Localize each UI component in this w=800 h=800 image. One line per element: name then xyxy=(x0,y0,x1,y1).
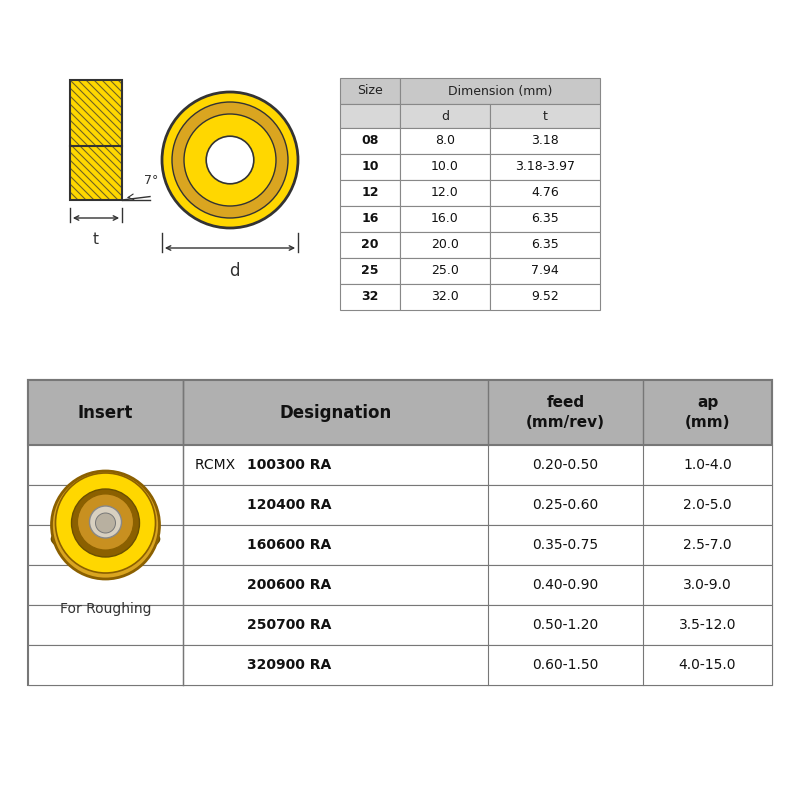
Text: 7°: 7° xyxy=(144,174,158,187)
Circle shape xyxy=(162,92,298,228)
Bar xyxy=(340,104,400,128)
Bar xyxy=(28,380,772,445)
Bar xyxy=(490,154,600,180)
Bar xyxy=(400,284,490,310)
Circle shape xyxy=(78,494,134,550)
Text: 0.40-0.90: 0.40-0.90 xyxy=(532,578,598,592)
Text: For Roughing: For Roughing xyxy=(60,602,151,616)
Bar xyxy=(490,104,600,128)
Circle shape xyxy=(90,506,122,538)
Text: Dimension (mm): Dimension (mm) xyxy=(448,85,552,98)
Text: 0.50-1.20: 0.50-1.20 xyxy=(532,618,598,632)
Text: 4.0-15.0: 4.0-15.0 xyxy=(678,658,736,672)
Text: 2.5-7.0: 2.5-7.0 xyxy=(683,538,732,552)
Bar xyxy=(490,128,600,154)
Circle shape xyxy=(206,136,254,184)
Text: 3.0-9.0: 3.0-9.0 xyxy=(683,578,732,592)
Text: 100300 RA: 100300 RA xyxy=(247,458,331,472)
Text: 4.76: 4.76 xyxy=(531,186,559,199)
Text: t: t xyxy=(93,232,99,247)
Bar xyxy=(340,258,400,284)
Bar xyxy=(340,206,400,232)
Text: d: d xyxy=(441,110,449,122)
Bar xyxy=(400,104,490,128)
Bar xyxy=(28,445,772,485)
Text: 7.94: 7.94 xyxy=(531,265,559,278)
Bar xyxy=(400,206,490,232)
Bar xyxy=(28,565,772,605)
Bar xyxy=(400,154,490,180)
Text: 3.5-12.0: 3.5-12.0 xyxy=(678,618,736,632)
Circle shape xyxy=(95,513,115,533)
Text: d: d xyxy=(229,262,239,280)
Text: 6.35: 6.35 xyxy=(531,213,559,226)
Circle shape xyxy=(55,473,155,573)
Text: 12.0: 12.0 xyxy=(431,186,459,199)
Text: 0.35-0.75: 0.35-0.75 xyxy=(533,538,598,552)
Text: 12: 12 xyxy=(362,186,378,199)
Text: 10: 10 xyxy=(362,161,378,174)
Text: 3.18: 3.18 xyxy=(531,134,559,147)
Text: ap
(mm): ap (mm) xyxy=(685,395,730,430)
Bar xyxy=(340,78,400,104)
Text: feed
(mm/rev): feed (mm/rev) xyxy=(526,395,605,430)
Bar xyxy=(340,128,400,154)
Text: RCMX: RCMX xyxy=(195,458,244,472)
Text: 0.60-1.50: 0.60-1.50 xyxy=(532,658,598,672)
Bar xyxy=(400,128,490,154)
Text: 32: 32 xyxy=(362,290,378,303)
Circle shape xyxy=(184,114,276,206)
Text: 0.20-0.50: 0.20-0.50 xyxy=(533,458,598,472)
Bar xyxy=(400,180,490,206)
Text: Insert: Insert xyxy=(78,403,133,422)
Text: 320900 RA: 320900 RA xyxy=(247,658,331,672)
Text: t: t xyxy=(542,110,547,122)
Bar xyxy=(70,80,122,200)
Text: 32.0: 32.0 xyxy=(431,290,459,303)
Bar xyxy=(490,284,600,310)
Text: 16: 16 xyxy=(362,213,378,226)
Text: 2.0-5.0: 2.0-5.0 xyxy=(683,498,732,512)
Text: 160600 RA: 160600 RA xyxy=(247,538,331,552)
Bar xyxy=(490,258,600,284)
Ellipse shape xyxy=(51,524,159,554)
Circle shape xyxy=(51,471,159,579)
Bar xyxy=(340,232,400,258)
Text: 08: 08 xyxy=(362,134,378,147)
Text: 8.0: 8.0 xyxy=(435,134,455,147)
Text: Size: Size xyxy=(357,85,383,98)
Text: 20: 20 xyxy=(362,238,378,251)
Bar xyxy=(400,232,490,258)
Bar xyxy=(28,605,772,645)
Bar xyxy=(340,180,400,206)
Bar xyxy=(490,180,600,206)
Text: 0.25-0.60: 0.25-0.60 xyxy=(532,498,598,512)
Circle shape xyxy=(172,102,288,218)
Circle shape xyxy=(71,489,139,557)
Text: 6.35: 6.35 xyxy=(531,238,559,251)
Text: Designation: Designation xyxy=(279,403,392,422)
Bar xyxy=(490,232,600,258)
Bar xyxy=(490,206,600,232)
Text: 9.52: 9.52 xyxy=(531,290,559,303)
Bar xyxy=(340,154,400,180)
Text: 200600 RA: 200600 RA xyxy=(247,578,331,592)
Text: 25: 25 xyxy=(362,265,378,278)
Bar xyxy=(400,258,490,284)
Bar xyxy=(28,485,772,525)
Bar xyxy=(400,78,600,104)
Text: 25.0: 25.0 xyxy=(431,265,459,278)
Text: 16.0: 16.0 xyxy=(431,213,459,226)
Text: 20.0: 20.0 xyxy=(431,238,459,251)
Bar xyxy=(28,645,772,685)
Text: 1.0-4.0: 1.0-4.0 xyxy=(683,458,732,472)
Bar xyxy=(340,284,400,310)
Text: 120400 RA: 120400 RA xyxy=(247,498,331,512)
Text: 250700 RA: 250700 RA xyxy=(247,618,331,632)
Text: 10.0: 10.0 xyxy=(431,161,459,174)
Text: 3.18-3.97: 3.18-3.97 xyxy=(515,161,575,174)
Bar xyxy=(28,380,772,685)
Bar xyxy=(28,525,772,565)
